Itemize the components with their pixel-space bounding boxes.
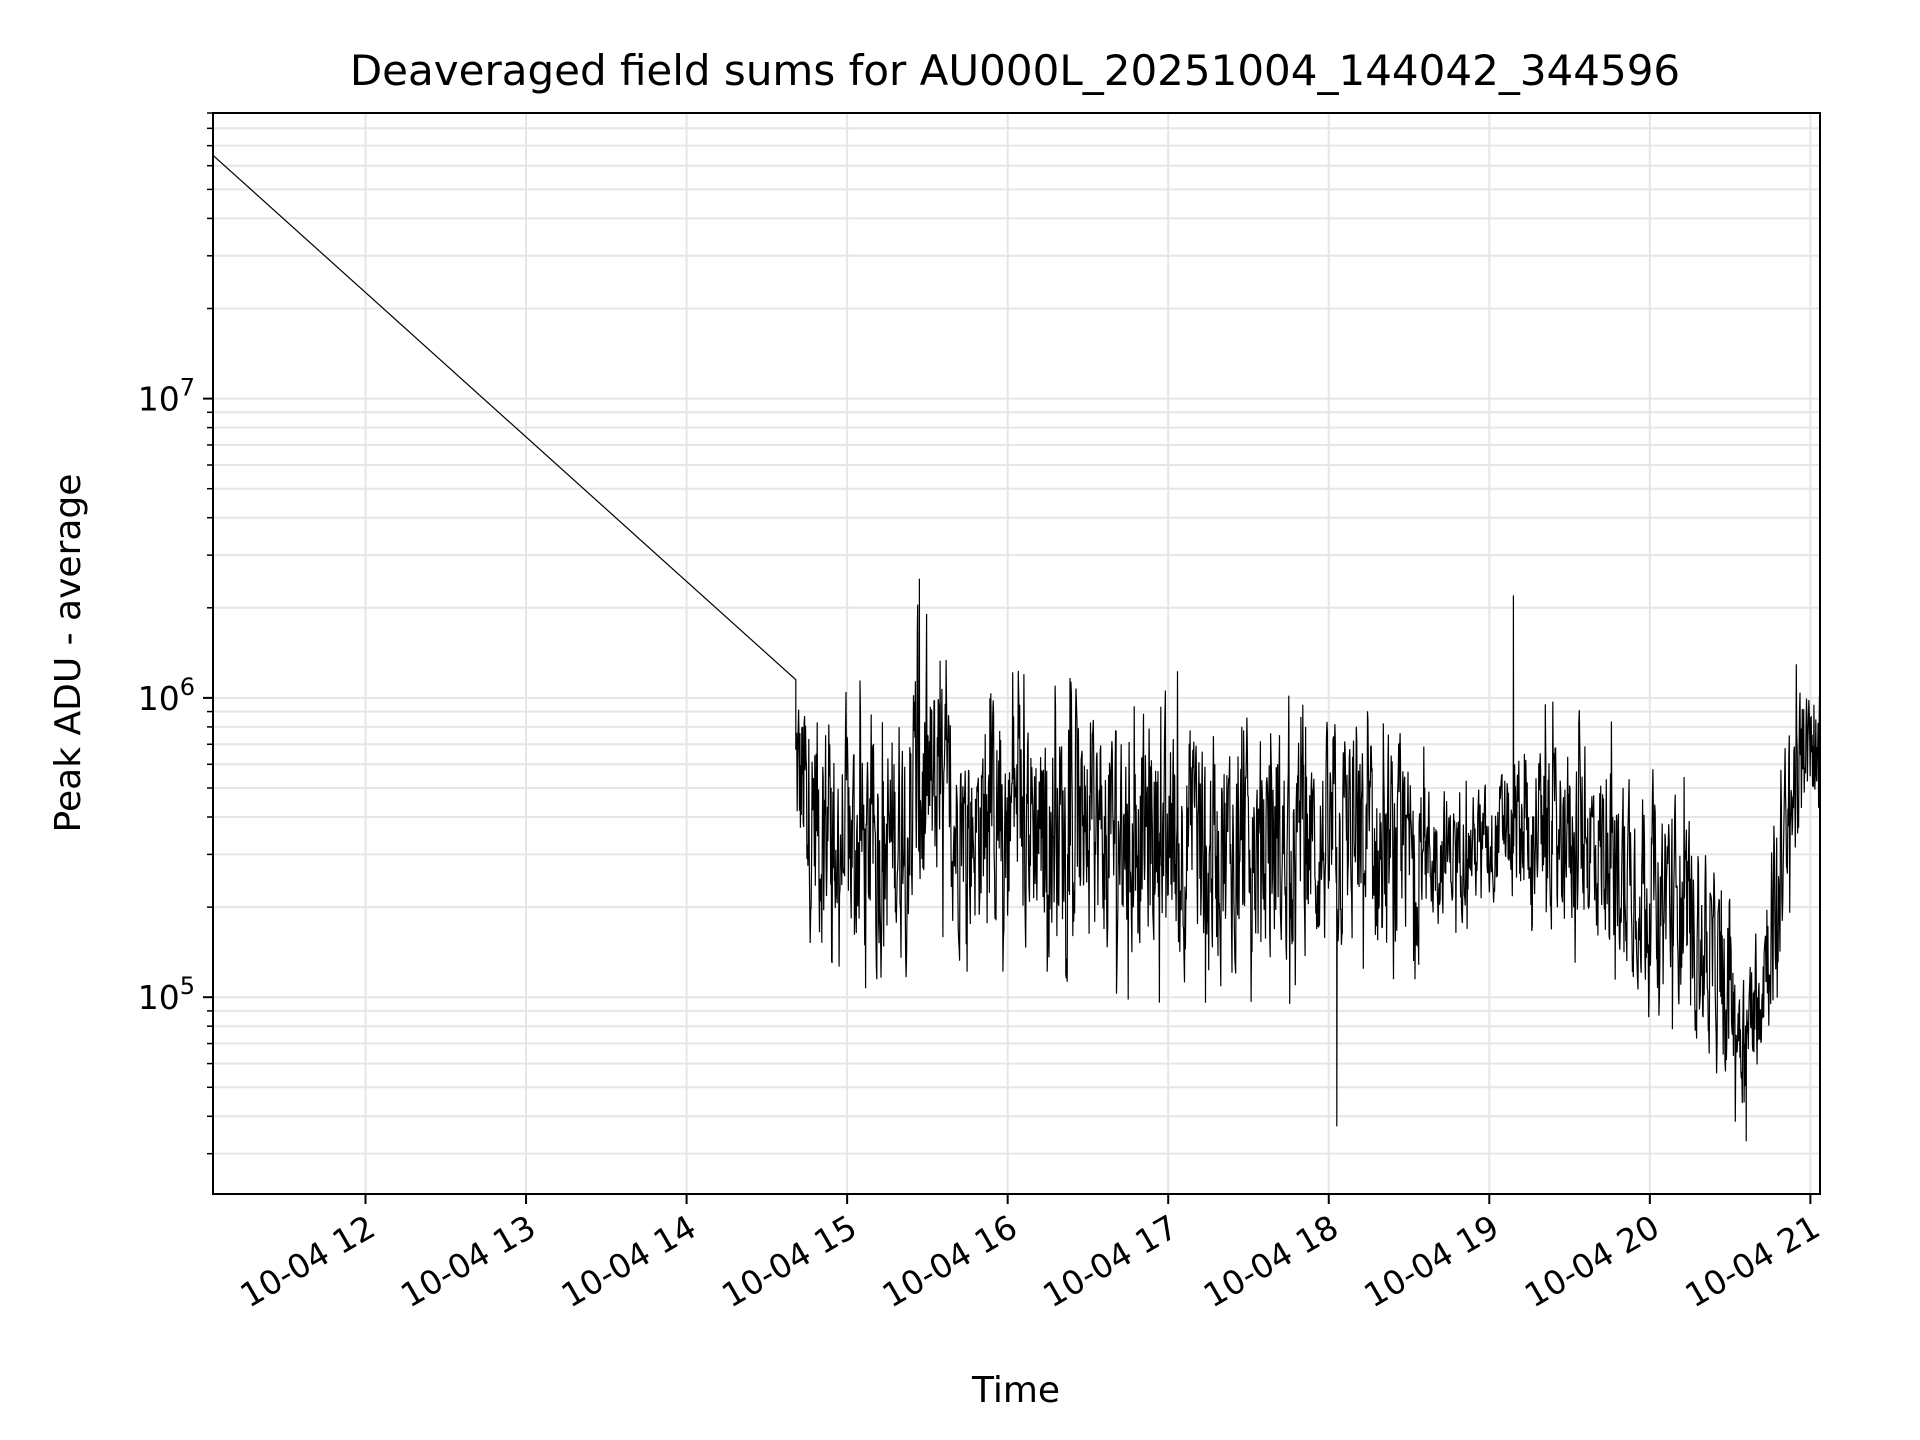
y-tick-base: 10 bbox=[138, 380, 180, 419]
y-tick-exponent: 5 bbox=[180, 972, 195, 1000]
chart-title: Deaveraged field sums for AU000L_2025100… bbox=[350, 46, 1680, 95]
y-tick-base: 10 bbox=[138, 679, 180, 718]
y-tick-label: 107 bbox=[138, 374, 195, 419]
y-axis-label: Peak ADU - average bbox=[48, 474, 89, 833]
y-tick-label: 105 bbox=[138, 972, 195, 1017]
y-tick-exponent: 7 bbox=[180, 374, 195, 402]
x-axis-label: Time bbox=[971, 1370, 1060, 1411]
data-series bbox=[212, 154, 1821, 1142]
y-tick-base: 10 bbox=[138, 978, 180, 1017]
series-line bbox=[212, 154, 1821, 1142]
y-tick-label: 106 bbox=[138, 673, 195, 718]
plot-frame bbox=[212, 112, 1821, 1195]
y-tick-exponent: 6 bbox=[180, 673, 195, 701]
